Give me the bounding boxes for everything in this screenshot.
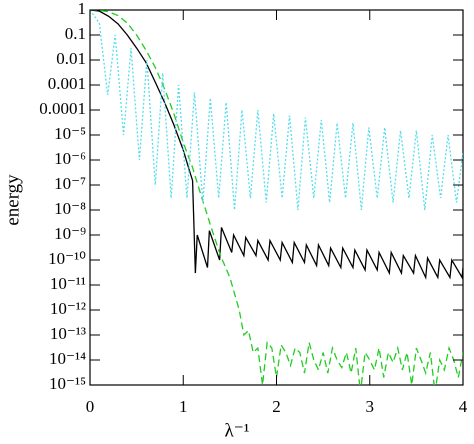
x-tick-label: 1 [179,397,188,416]
x-axis-label: λ⁻¹ [225,420,250,441]
y-axis-label: energy [2,174,23,226]
y-tick-label: 0.01 [56,49,86,68]
y-tick-label: 10⁻¹² [50,299,86,318]
series-line [90,10,463,280]
y-tick-label: 10⁻¹⁰ [48,249,86,268]
y-tick-label: 1 [78,0,87,18]
x-tick-label: 0 [86,397,95,416]
y-tick-label: 10⁻¹³ [50,324,86,343]
y-tick-label: 10⁻¹⁵ [49,374,86,393]
plot-area [90,10,463,385]
y-tick-label: 0.001 [48,74,86,93]
x-tick-label: 4 [459,397,468,416]
y-tick-label: 10⁻⁸ [54,199,86,218]
x-tick-label: 3 [366,397,375,416]
y-tick-label: 0.1 [65,24,86,43]
y-tick-label: 0.0001 [39,99,86,118]
series-line [90,10,463,211]
y-tick-label: 10⁻⁹ [54,224,86,243]
y-tick-label: 10⁻¹¹ [50,274,86,293]
y-tick-label: 10⁻⁶ [54,149,86,168]
y-tick-label: 10⁻¹⁴ [49,349,86,368]
y-tick-label: 10⁻⁷ [54,174,86,193]
x-tick-label: 2 [272,397,281,416]
plot-frame [89,9,464,386]
y-tick-label: 10⁻⁵ [54,124,86,143]
